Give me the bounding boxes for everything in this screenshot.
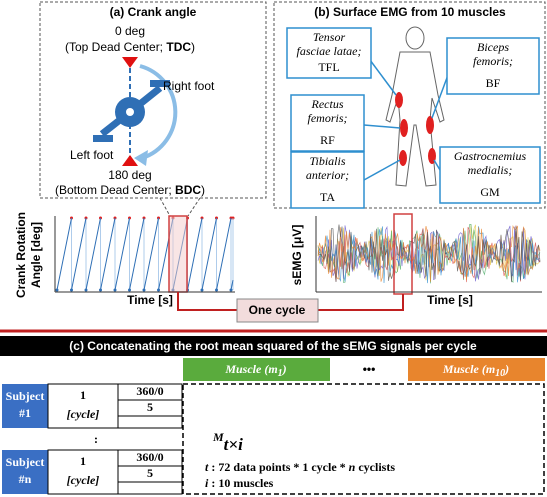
- ellipsis: •••: [363, 362, 376, 376]
- top-caption: (Top Dead Center; TDC): [65, 40, 195, 54]
- vertical-dots: :: [94, 432, 98, 446]
- t-definition: t : 72 data points * 1 cycle * n cyclist…: [205, 460, 395, 474]
- cycle-number: 1: [80, 454, 86, 468]
- subject-label: #n: [19, 472, 32, 486]
- cycle-number: 1: [80, 388, 86, 402]
- top-angle: 0 deg: [115, 24, 145, 38]
- muscle-name: anterior;: [306, 168, 349, 182]
- crank-y-label: Crank Rotation: [14, 212, 28, 298]
- muscle-name: fasciae latae;: [297, 44, 362, 58]
- panel-c-title: (c) Concatenating the root mean squared …: [69, 339, 477, 353]
- crank-y-label: Angle [deg]: [29, 222, 43, 288]
- panel-a-title: (a) Crank angle: [110, 5, 197, 19]
- bottom-angle: 180 deg: [108, 168, 151, 182]
- row-value: 5: [147, 466, 153, 480]
- bottom-caption: (Bottom Dead Center; BDC): [55, 183, 205, 197]
- pedal: [93, 135, 113, 142]
- emg-y-label: sEMG [μV]: [290, 225, 304, 286]
- muscle-name: medialis;: [468, 163, 513, 177]
- muscle-name: femoris;: [308, 111, 348, 125]
- crank-hub: [126, 108, 134, 116]
- muscle-name: Biceps: [477, 40, 509, 54]
- i-definition: i : 10 muscles: [205, 476, 274, 490]
- one-cycle-label: One cycle: [249, 303, 306, 317]
- emg-x-label: Time [s]: [427, 293, 473, 307]
- cycle-unit: [cycle]: [67, 407, 100, 421]
- right-foot-label: Right foot: [163, 79, 215, 93]
- cycle-unit: [cycle]: [67, 473, 100, 487]
- muscle-name: femoris;: [473, 54, 513, 68]
- muscle-abbr: TFL: [318, 60, 339, 74]
- subject-label: Subject: [6, 455, 45, 469]
- angle-value: 360/0: [136, 450, 163, 464]
- muscle-abbr: RF: [320, 133, 335, 147]
- muscle-abbr: BF: [486, 76, 501, 90]
- figure: (a) Crank angle 0 deg (Top Dead Center; …: [0, 0, 547, 497]
- left-foot-label: Left foot: [70, 148, 114, 162]
- muscle-name: Tibialis: [309, 154, 345, 168]
- muscle-name: Rectus: [311, 97, 344, 111]
- muscle-abbr: GM: [480, 185, 500, 199]
- crank-x-label: Time [s]: [127, 293, 173, 307]
- cycle-highlight: [169, 216, 187, 292]
- row-value: 5: [147, 400, 153, 414]
- muscle-name: Tensor: [313, 30, 346, 44]
- subject-label: Subject: [6, 389, 45, 403]
- angle-value: 360/0: [136, 384, 163, 398]
- muscle-name: Gastrocnemius: [454, 149, 527, 163]
- subject-label: #1: [19, 406, 31, 420]
- muscle-abbr: TA: [320, 190, 335, 204]
- panel-b-title: (b) Surface EMG from 10 muscles: [314, 5, 506, 19]
